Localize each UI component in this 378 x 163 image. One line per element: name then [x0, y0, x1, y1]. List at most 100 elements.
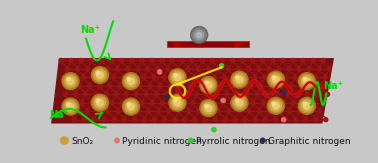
Circle shape [124, 92, 128, 96]
Circle shape [217, 109, 221, 113]
Circle shape [118, 84, 122, 88]
Circle shape [236, 76, 243, 83]
Circle shape [319, 84, 323, 88]
Circle shape [269, 84, 273, 88]
Circle shape [181, 101, 184, 105]
Circle shape [257, 109, 261, 113]
Circle shape [311, 59, 315, 62]
Circle shape [72, 118, 76, 122]
Circle shape [193, 118, 197, 122]
Circle shape [237, 67, 240, 71]
Circle shape [213, 118, 217, 122]
Circle shape [227, 109, 231, 113]
Circle shape [140, 101, 144, 105]
Circle shape [174, 74, 181, 81]
Circle shape [284, 118, 288, 122]
Circle shape [170, 59, 174, 62]
Circle shape [203, 103, 214, 114]
Circle shape [92, 118, 96, 122]
Circle shape [267, 71, 284, 88]
Circle shape [104, 92, 108, 96]
Circle shape [197, 67, 200, 71]
Circle shape [221, 101, 225, 105]
Circle shape [316, 92, 319, 96]
Circle shape [172, 75, 176, 79]
Circle shape [298, 73, 315, 90]
Circle shape [124, 100, 138, 113]
Circle shape [189, 84, 192, 88]
Circle shape [148, 84, 152, 88]
Circle shape [277, 67, 281, 71]
Circle shape [232, 73, 246, 87]
Circle shape [183, 118, 187, 122]
Circle shape [274, 118, 277, 122]
Circle shape [60, 136, 68, 145]
Circle shape [172, 97, 183, 108]
Circle shape [64, 74, 77, 88]
Circle shape [76, 67, 79, 71]
Circle shape [91, 94, 108, 111]
Circle shape [173, 118, 177, 122]
Circle shape [96, 72, 103, 78]
Circle shape [235, 92, 239, 96]
Circle shape [217, 67, 220, 71]
Circle shape [313, 75, 317, 79]
Circle shape [277, 109, 281, 113]
Circle shape [122, 73, 139, 90]
Circle shape [291, 101, 295, 105]
Circle shape [112, 118, 116, 122]
Circle shape [127, 103, 130, 106]
Circle shape [303, 77, 307, 81]
Circle shape [136, 67, 140, 71]
Circle shape [289, 84, 293, 88]
Circle shape [197, 33, 201, 37]
Circle shape [219, 63, 224, 68]
Circle shape [204, 81, 208, 85]
Circle shape [236, 99, 243, 106]
Circle shape [82, 75, 85, 79]
Circle shape [260, 138, 265, 143]
Circle shape [192, 28, 206, 42]
Circle shape [231, 94, 248, 111]
Circle shape [281, 90, 286, 95]
Circle shape [272, 76, 276, 79]
Circle shape [300, 99, 314, 113]
Circle shape [122, 98, 139, 115]
Circle shape [307, 67, 311, 71]
Circle shape [187, 109, 191, 113]
Circle shape [204, 104, 208, 108]
Circle shape [281, 117, 286, 122]
Circle shape [85, 67, 90, 71]
Circle shape [231, 59, 234, 62]
Circle shape [65, 67, 69, 71]
Circle shape [247, 67, 251, 71]
Circle shape [301, 59, 305, 62]
Circle shape [257, 67, 261, 71]
Circle shape [198, 84, 203, 88]
Circle shape [308, 109, 311, 113]
Circle shape [205, 92, 209, 96]
Circle shape [288, 109, 291, 113]
Circle shape [261, 59, 265, 62]
Circle shape [167, 109, 170, 113]
Circle shape [233, 118, 237, 122]
Circle shape [180, 59, 184, 62]
Circle shape [279, 84, 283, 88]
Circle shape [303, 102, 307, 105]
Circle shape [281, 59, 285, 62]
Circle shape [127, 103, 134, 110]
Circle shape [211, 127, 216, 132]
Circle shape [195, 92, 198, 96]
Circle shape [304, 118, 308, 122]
Circle shape [114, 138, 120, 143]
Circle shape [92, 75, 96, 79]
Text: e⁻: e⁻ [174, 40, 184, 49]
Circle shape [62, 75, 65, 79]
Text: SnO₂: SnO₂ [71, 137, 93, 146]
Circle shape [169, 69, 186, 86]
Circle shape [79, 59, 83, 62]
Circle shape [152, 75, 156, 79]
Circle shape [74, 92, 77, 96]
Circle shape [233, 75, 237, 79]
Circle shape [108, 84, 112, 88]
